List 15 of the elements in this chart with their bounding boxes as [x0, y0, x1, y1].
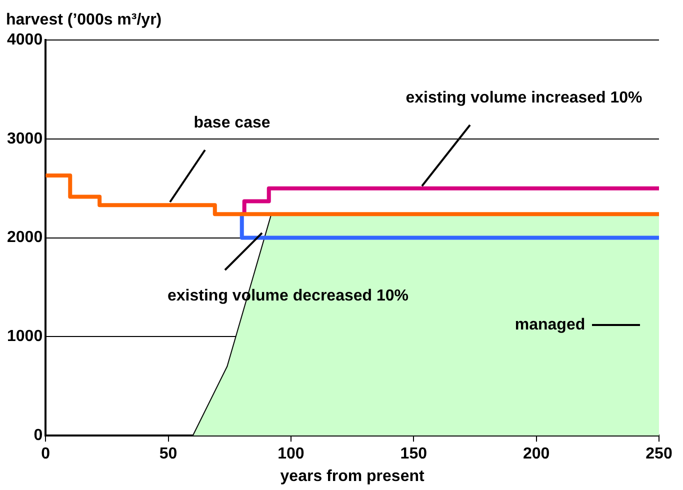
- x-tick-label: 200: [522, 446, 550, 463]
- x-axis-title: years from present: [280, 468, 425, 485]
- legend-label: managed: [514, 316, 586, 334]
- x-tick-label: 100: [278, 446, 304, 463]
- y-tick-label: 2000: [7, 229, 43, 246]
- y-tick-label: 3000: [7, 130, 43, 148]
- x-tick-label: 250: [646, 446, 672, 463]
- text: base case: [194, 114, 270, 132]
- y-tick-label: 0: [34, 427, 43, 444]
- y-tick-label: 4000: [7, 31, 43, 48]
- x-tick-label: 50: [159, 446, 178, 463]
- y-axis-title: harvest (’000s m³/yr): [6, 11, 162, 28]
- y-tick-label: 1000: [7, 328, 43, 346]
- x-tick-label: 150: [400, 446, 428, 463]
- text: existing volume increased 10%: [406, 89, 642, 106]
